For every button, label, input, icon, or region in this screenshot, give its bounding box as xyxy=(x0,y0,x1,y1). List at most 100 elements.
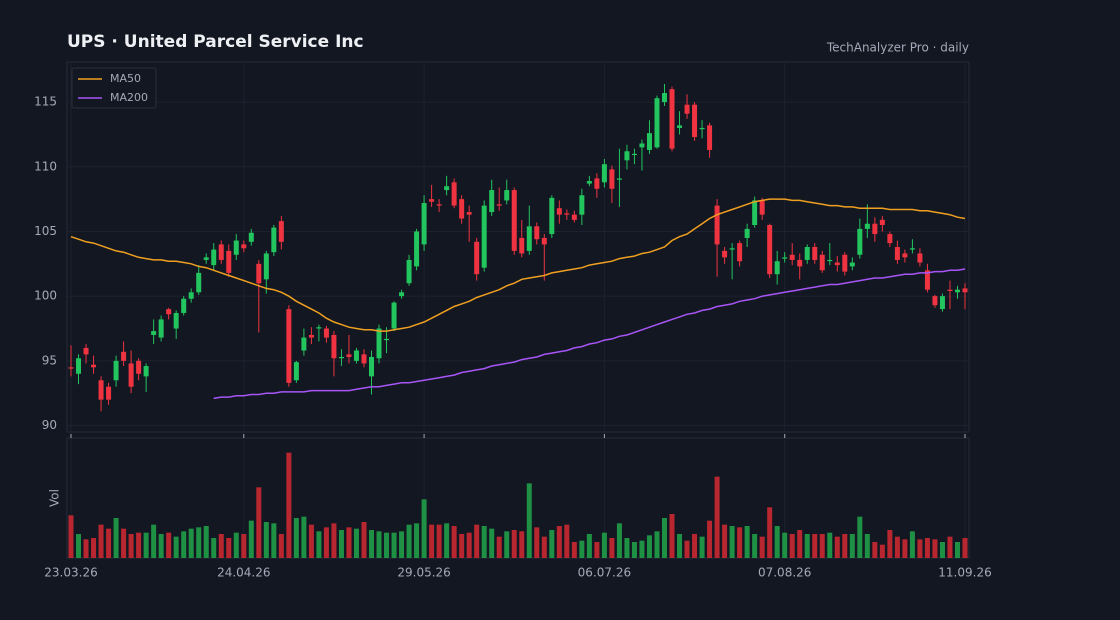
candle-body xyxy=(616,178,622,180)
candle-body xyxy=(68,367,74,369)
y-tick-label: 105 xyxy=(34,224,57,238)
volume-bar xyxy=(511,530,517,558)
volume-bar xyxy=(601,532,607,558)
candle-body xyxy=(474,241,480,275)
candle-body xyxy=(504,190,510,201)
volume-bar xyxy=(631,542,637,558)
volume-bar xyxy=(759,536,765,558)
volume-bar xyxy=(609,538,615,558)
candle-body xyxy=(677,125,683,128)
volume-bar xyxy=(211,538,217,558)
candle-body xyxy=(707,125,713,150)
candle-body xyxy=(158,319,164,338)
candle-body xyxy=(639,143,645,148)
volume-bar xyxy=(301,516,307,558)
candle-body xyxy=(812,247,818,260)
volume-bar xyxy=(76,534,82,558)
candle-body xyxy=(489,190,495,213)
volume-bar xyxy=(737,527,743,558)
volume-bar xyxy=(842,534,848,558)
candle-body xyxy=(887,234,893,244)
volume-bar xyxy=(376,531,382,558)
volume-bar xyxy=(91,538,97,558)
volume-bar xyxy=(481,526,487,558)
volume-bar xyxy=(804,534,810,558)
candle-body xyxy=(924,270,930,290)
volume-bar xyxy=(384,532,390,558)
candle-body xyxy=(211,249,217,266)
volume-bar xyxy=(293,518,299,558)
volume-bar xyxy=(68,515,74,558)
volume-bar xyxy=(812,534,818,558)
volume-bar xyxy=(947,536,953,558)
candle-body xyxy=(601,164,607,183)
y-tick-label: 115 xyxy=(34,95,57,109)
candle-body xyxy=(579,195,585,215)
candle-body xyxy=(511,190,517,251)
candle-body xyxy=(263,253,269,280)
candle-body xyxy=(631,153,637,156)
volume-bar xyxy=(151,524,157,558)
candle-body xyxy=(496,204,502,206)
volume-bar xyxy=(106,528,112,558)
candle-body xyxy=(541,237,547,245)
volume-bar xyxy=(924,538,930,558)
candle-body xyxy=(939,296,945,310)
candle-body xyxy=(526,226,532,251)
candle-body xyxy=(842,254,848,272)
volume-bar xyxy=(722,524,728,558)
volume-bar xyxy=(879,544,885,558)
volume-bar xyxy=(526,483,532,558)
candle-body xyxy=(301,337,307,351)
candle-body xyxy=(421,203,427,245)
candle-body xyxy=(571,214,577,220)
volume-bar xyxy=(714,476,720,558)
candle-body xyxy=(406,259,412,284)
y-tick-label: 95 xyxy=(42,353,57,367)
volume-bar xyxy=(894,536,900,558)
volume-bar xyxy=(504,531,510,558)
volume-bar xyxy=(429,524,435,558)
volume-bar xyxy=(233,532,239,558)
volume-bar xyxy=(917,539,923,558)
volume-bar xyxy=(369,530,375,558)
volume-bar xyxy=(782,532,788,558)
candle-body xyxy=(226,250,232,273)
candle-body xyxy=(737,243,743,262)
candle-body xyxy=(353,350,359,361)
candle-body xyxy=(804,247,810,260)
volume-bar xyxy=(699,536,705,558)
candle-body xyxy=(331,334,337,359)
volume-bar xyxy=(752,534,758,558)
candle-body xyxy=(556,208,562,215)
candle-body xyxy=(594,178,600,189)
volume-bar xyxy=(308,524,314,558)
candle-body xyxy=(722,250,728,258)
candle-body xyxy=(932,296,938,306)
volume-bar xyxy=(316,531,322,558)
volume-bar xyxy=(286,452,292,558)
candle-body xyxy=(564,213,570,215)
candle-body xyxy=(894,247,900,260)
volume-bar xyxy=(218,534,224,558)
volume-bar xyxy=(579,540,585,558)
candle-body xyxy=(286,309,292,383)
candle-body xyxy=(76,358,82,374)
volume-bar xyxy=(421,499,427,558)
volume-bar xyxy=(669,514,675,558)
volume-bar xyxy=(639,540,645,558)
candle-body xyxy=(459,199,465,219)
candle-body xyxy=(218,244,224,260)
volume-bar xyxy=(436,524,442,558)
volume-bar xyxy=(353,528,359,558)
chart-title: UPS · United Parcel Service Inc xyxy=(67,32,364,52)
volume-bar xyxy=(278,534,284,558)
candle-body xyxy=(451,182,457,206)
candle-body xyxy=(661,93,667,103)
volume-bar xyxy=(399,531,405,558)
volume-bar xyxy=(248,520,254,558)
candle-body xyxy=(827,259,833,262)
candle-body xyxy=(782,257,788,259)
candle-body xyxy=(91,364,97,368)
candle-body xyxy=(203,257,209,260)
